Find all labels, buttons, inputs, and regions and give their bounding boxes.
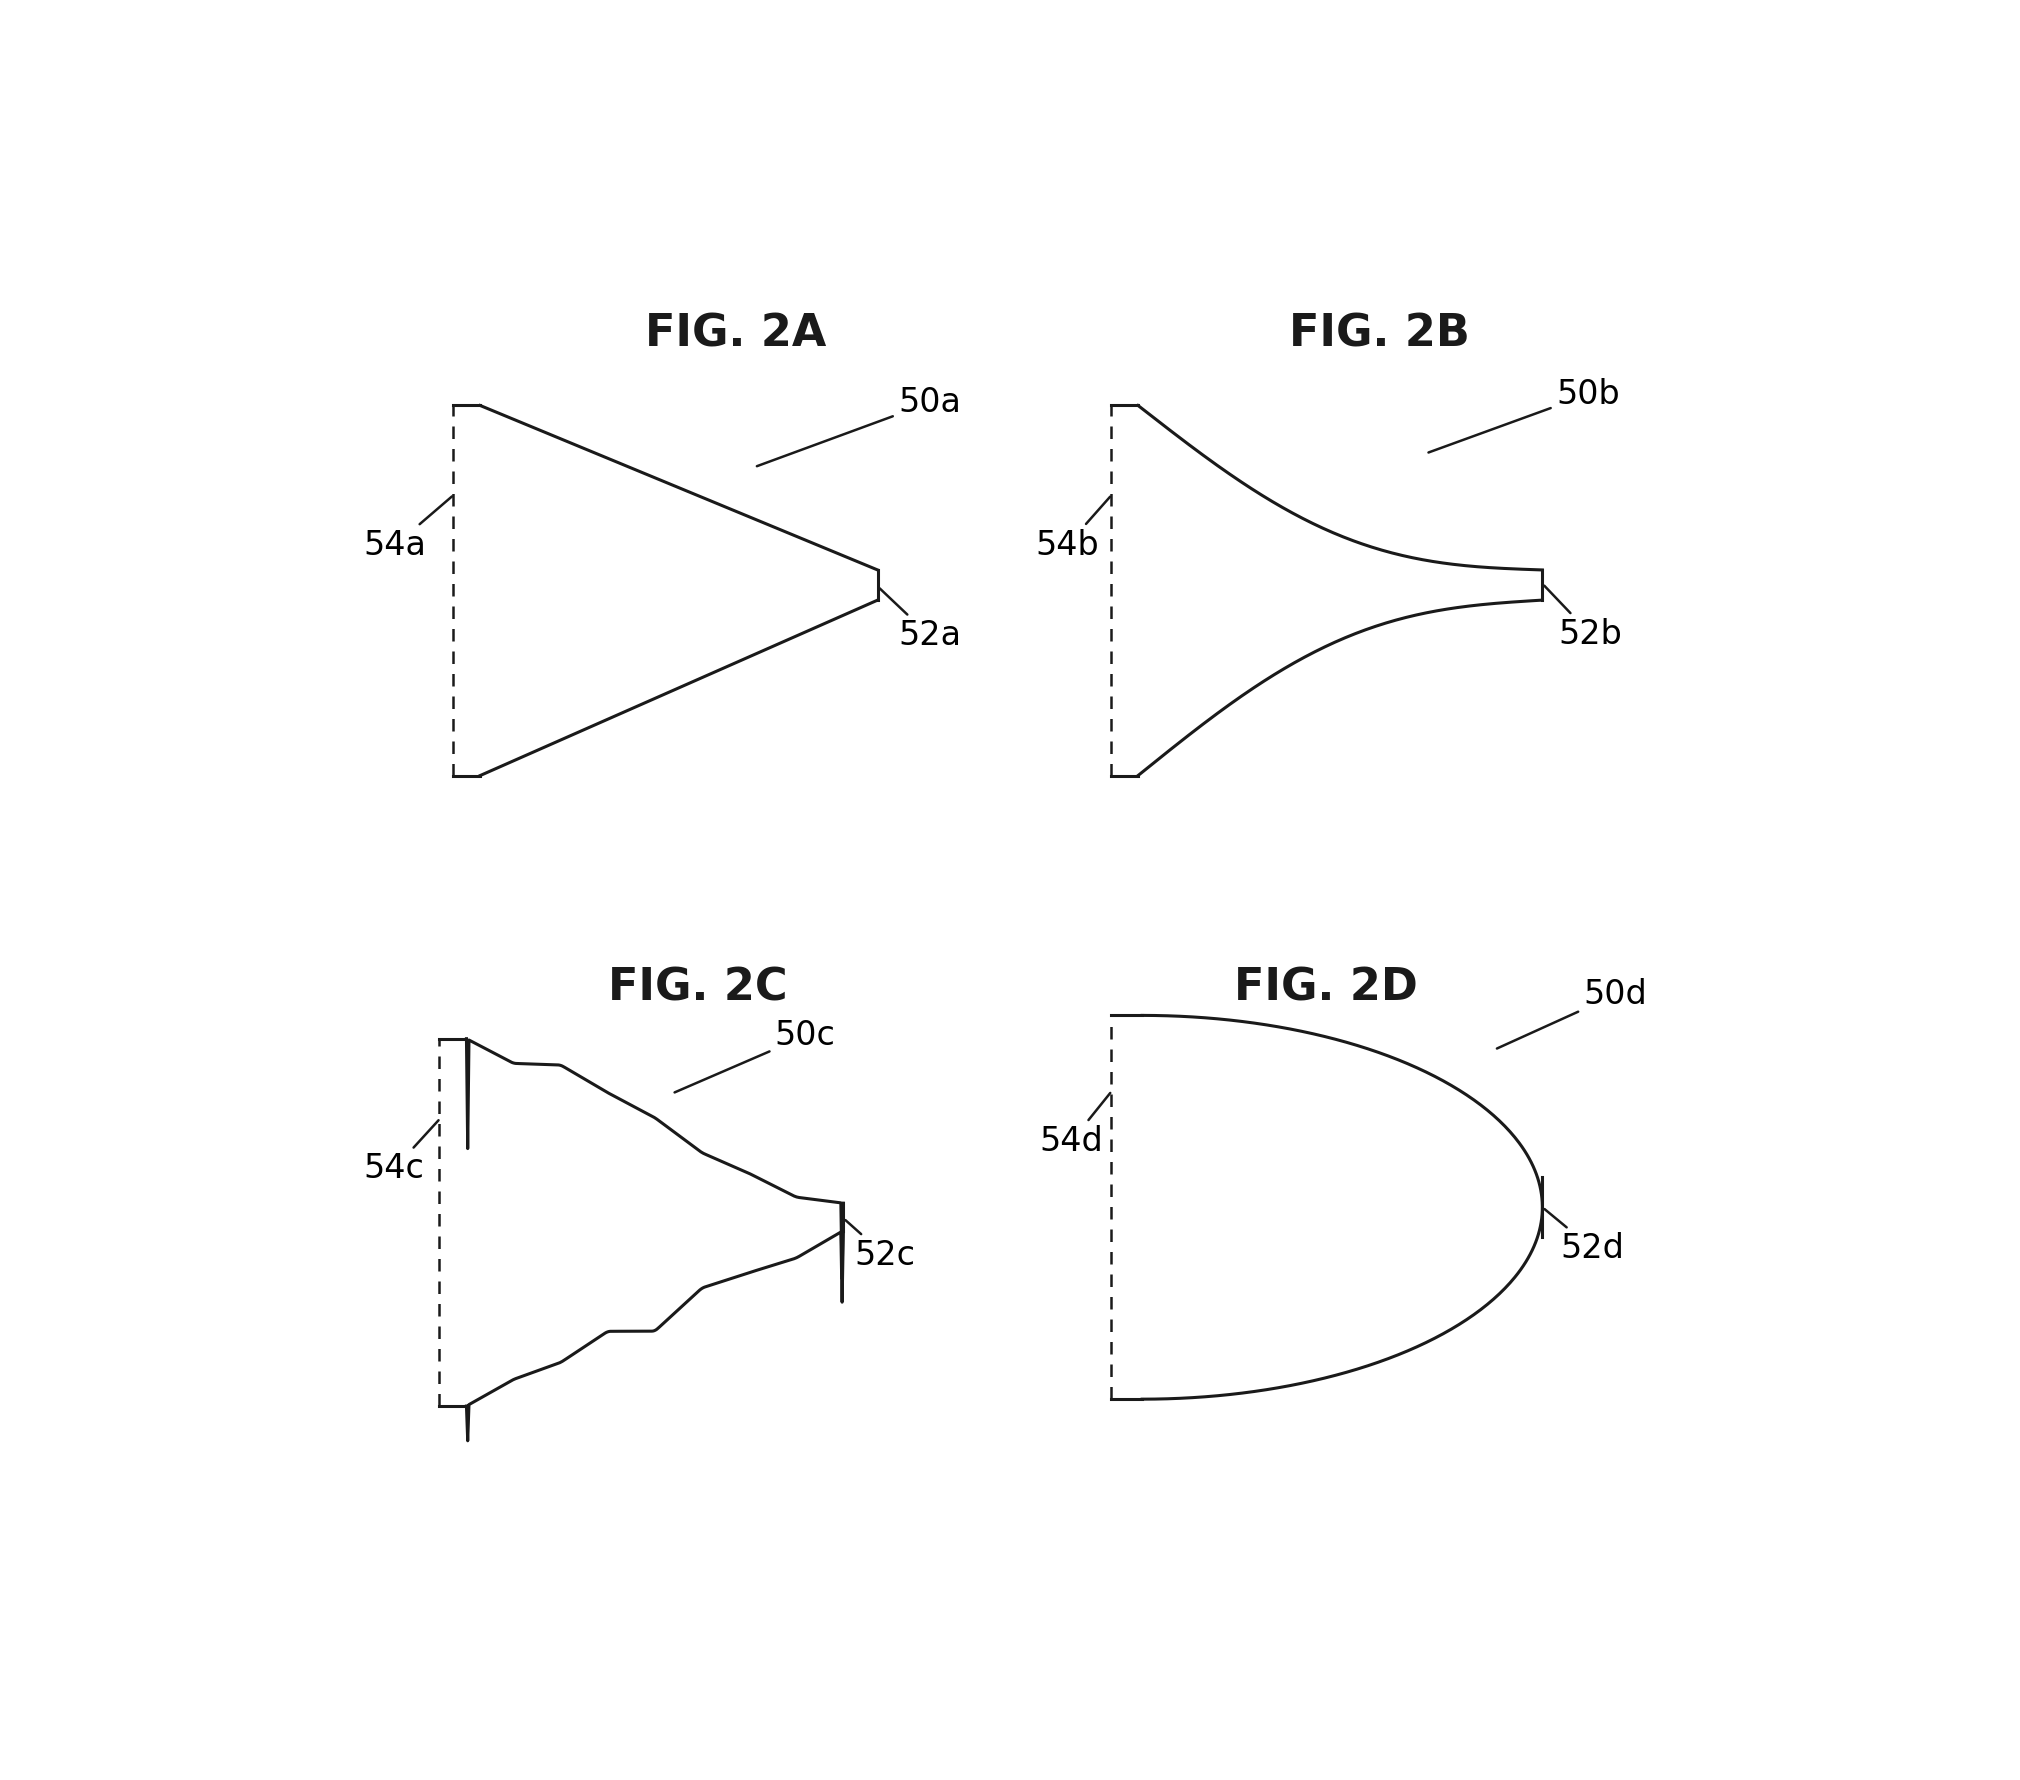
Text: FIG. 2B: FIG. 2B	[1289, 313, 1471, 356]
Text: 54d: 54d	[1040, 1093, 1111, 1159]
Text: FIG. 2A: FIG. 2A	[644, 313, 826, 356]
Text: 50b: 50b	[1428, 377, 1620, 452]
Text: 54a: 54a	[364, 497, 452, 562]
Text: 52d: 52d	[1545, 1209, 1624, 1266]
Text: FIG. 2C: FIG. 2C	[608, 967, 788, 1009]
Text: 50a: 50a	[758, 386, 962, 466]
Text: 52c: 52c	[846, 1219, 915, 1271]
Text: 52b: 52b	[1543, 586, 1622, 651]
Text: 54b: 54b	[1034, 497, 1111, 562]
Text: 54c: 54c	[364, 1120, 438, 1185]
Text: 50d: 50d	[1497, 979, 1646, 1048]
Text: 50c: 50c	[675, 1020, 836, 1093]
Text: 52a: 52a	[879, 589, 962, 651]
Text: FIG. 2D: FIG. 2D	[1234, 967, 1418, 1009]
